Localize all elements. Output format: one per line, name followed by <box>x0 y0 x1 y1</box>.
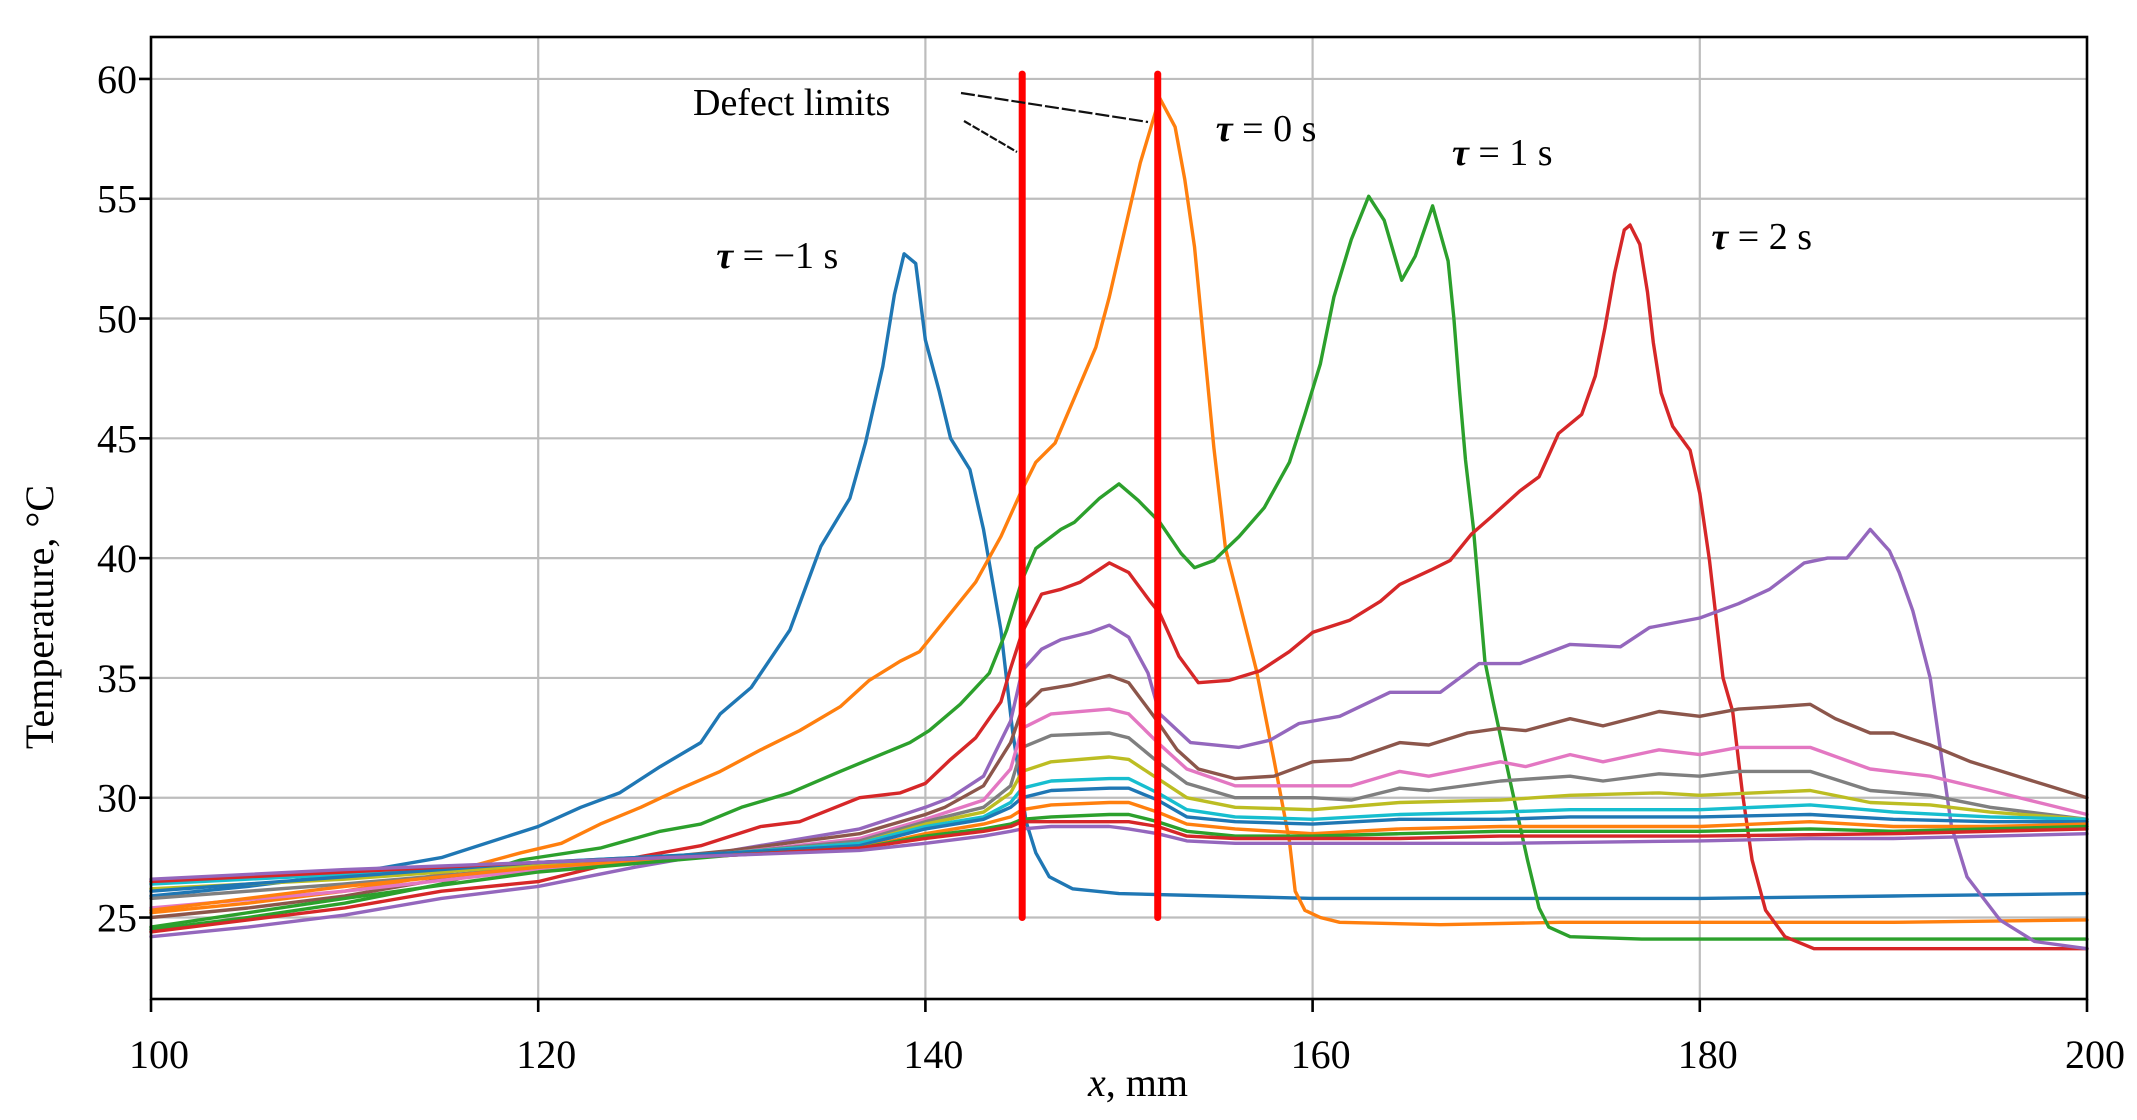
y-tick-label: 35 <box>97 656 137 701</box>
series-line-tau-0 <box>149 96 2089 927</box>
defect-limits-annotation: Defect limits <box>693 82 1149 153</box>
series-line-tau-1 <box>149 194 2089 941</box>
annotation-tau-minus-1: τ = −1 s <box>716 235 838 277</box>
series-line-tau-minus-1 <box>149 252 2089 901</box>
y-tick-label: 50 <box>97 297 137 342</box>
tau-symbol: τ <box>1711 216 1729 258</box>
annotation-tau-2: τ = 2 s <box>1711 216 1812 258</box>
x-tick-label: 140 <box>903 1032 963 1077</box>
y-tick-label: 60 <box>97 57 137 102</box>
x-axis-title-variable: x <box>1087 1060 1106 1105</box>
annotation-text: = 1 s <box>1469 132 1553 174</box>
x-axis-ticks: 100 120 140 160 180 200 <box>129 999 2125 1077</box>
series-lines <box>149 96 2089 951</box>
tau-symbol: τ <box>716 235 734 277</box>
defect-limits-leader-right <box>960 91 1149 124</box>
tau-symbol: τ <box>1452 132 1470 174</box>
defect-limit-lines <box>1018 70 1162 922</box>
series-line-tau-3 <box>149 527 2089 951</box>
plot-area-border <box>149 35 2089 1001</box>
y-tick-label: 30 <box>97 776 137 821</box>
defect-limits-label: Defect limits <box>693 82 890 124</box>
y-axis-title: Temperature, °C <box>17 485 62 749</box>
y-axis-ticks: 25 30 35 40 45 50 55 60 <box>97 57 151 941</box>
defect-limits-leader-left <box>963 120 1018 153</box>
x-tick-label: 180 <box>1678 1032 1738 1077</box>
x-tick-label: 200 <box>2065 1032 2125 1077</box>
series-line-tau-9 <box>149 786 2089 893</box>
x-tick-label: 100 <box>129 1032 189 1077</box>
series-line-tau-5 <box>149 707 2089 910</box>
x-tick-label: 120 <box>516 1032 576 1077</box>
y-tick-label: 40 <box>97 536 137 581</box>
tau-annotations: τ = −1 sτ = 0 sτ = 1 sτ = 2 s <box>716 108 1812 277</box>
x-axis-title-unit: , mm <box>1106 1060 1188 1105</box>
series-line-tau-4 <box>149 673 2089 920</box>
tau-symbol: τ <box>1216 108 1234 150</box>
y-tick-label: 55 <box>97 177 137 222</box>
annotation-text: = 2 s <box>1728 216 1812 258</box>
series-line-tau-2 <box>149 223 2089 951</box>
y-tick-label: 25 <box>97 896 137 941</box>
annotation-text: = 0 s <box>1233 108 1317 150</box>
x-tick-label: 160 <box>1291 1032 1351 1077</box>
y-tick-label: 45 <box>97 416 137 461</box>
series-line-tau-8 <box>149 776 2089 886</box>
plot-frame <box>149 35 2089 1001</box>
x-axis-title: x, mm <box>1087 1060 1188 1105</box>
series-line-tau-6 <box>149 731 2089 901</box>
series-line-tau-13 <box>149 824 2089 881</box>
annotation-tau-1: τ = 1 s <box>1452 132 1553 174</box>
annotation-tau-0: τ = 0 s <box>1216 108 1317 150</box>
annotation-text: = −1 s <box>733 235 838 277</box>
